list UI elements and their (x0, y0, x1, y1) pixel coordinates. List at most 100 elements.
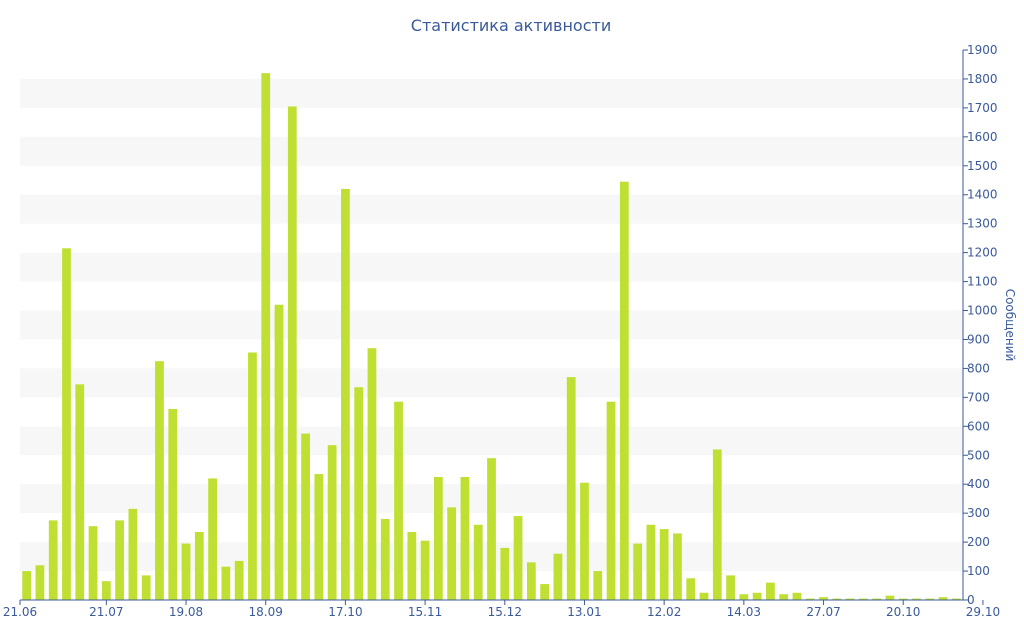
bar (580, 482, 589, 600)
y-tick-label: 1300 (967, 217, 998, 231)
y-tick-label: 700 (967, 390, 990, 404)
bar (35, 565, 45, 600)
bar (792, 592, 802, 600)
x-tick-label: 21.07 (89, 605, 123, 619)
bar (646, 524, 656, 600)
y-tick-label: 1400 (967, 188, 998, 202)
bar (48, 520, 58, 600)
bar (619, 181, 629, 600)
bar (659, 529, 669, 600)
bar (274, 304, 284, 600)
bar (606, 401, 616, 600)
bar (62, 248, 71, 601)
bar (301, 433, 310, 600)
bar (885, 595, 895, 600)
bar (447, 507, 457, 600)
bar (712, 449, 722, 600)
bar (898, 598, 908, 600)
bar (194, 531, 204, 600)
bar (287, 106, 297, 600)
y-axis-label: Сообщений (1003, 289, 1017, 362)
grid-band (20, 368, 963, 398)
bar (912, 598, 921, 600)
bar (394, 401, 403, 600)
grid-band (20, 78, 963, 108)
bar (234, 560, 244, 600)
bar (75, 384, 85, 600)
grid-band (20, 252, 963, 282)
bar (526, 562, 536, 600)
bar (314, 474, 324, 600)
bar (859, 598, 868, 600)
y-tick-label: 1000 (967, 304, 998, 318)
bar (115, 520, 124, 600)
bar (248, 352, 257, 600)
bar (487, 458, 496, 600)
bar-series (22, 73, 961, 601)
x-tick-label: 12.02 (647, 605, 681, 619)
bar (221, 566, 231, 600)
bar (261, 73, 271, 600)
y-tick-label: 1800 (967, 72, 998, 86)
y-tick-label: 1900 (967, 43, 998, 57)
bar (726, 575, 735, 600)
y-tick-label: 100 (967, 564, 990, 578)
bar (819, 597, 828, 600)
grid-band (20, 136, 963, 166)
y-tick-label: 1200 (967, 246, 998, 260)
bar (593, 571, 603, 600)
y-tick-label: 1700 (967, 101, 998, 115)
bar (566, 377, 576, 600)
y-tick-label: 1600 (967, 130, 998, 144)
background-bands (20, 78, 963, 572)
x-tick-label: 27.07 (806, 605, 840, 619)
bar (739, 594, 749, 600)
y-tick-label: 1100 (967, 275, 998, 289)
bar (341, 188, 350, 600)
y-tick-label: 500 (967, 448, 990, 462)
bar (128, 508, 138, 600)
grid-band (20, 310, 963, 340)
x-tick-label: 18.09 (249, 605, 283, 619)
y-tick-label: 400 (967, 477, 990, 491)
bar (181, 543, 191, 600)
bar (22, 571, 32, 600)
axes (20, 50, 964, 601)
bar (380, 518, 390, 600)
bar (938, 597, 948, 600)
bar (925, 598, 935, 600)
y-tick-label: 1500 (967, 159, 998, 173)
grid-band (20, 426, 963, 456)
bar (553, 553, 563, 600)
bar (673, 533, 682, 600)
bar (686, 578, 696, 600)
chart-title: Статистика активности (411, 16, 611, 35)
x-tick-label: 21.06 (3, 605, 37, 619)
bar (101, 581, 111, 600)
bar (779, 594, 789, 600)
x-axis-ticks: 21.06 21.07 19.08 18.09 17.10 15.11 15.12 13.01… (3, 600, 1000, 619)
y-tick-label: 200 (967, 535, 990, 549)
bar (633, 543, 642, 600)
x-tick-label: 15.11 (408, 605, 442, 619)
bar (513, 516, 523, 600)
x-tick-label: 20.10 (886, 605, 920, 619)
bar (473, 524, 483, 600)
bar (805, 598, 815, 600)
bar (420, 540, 430, 600)
x-tick-label: 13.01 (567, 605, 601, 619)
bar (155, 361, 164, 600)
y-axis-ticks: 0 100 200 300 400 500 600 700 800 900 1000 1100 1200… (963, 43, 998, 607)
x-tick-label: 29.10 (966, 605, 1000, 619)
bar (407, 531, 417, 600)
grid-band (20, 194, 963, 224)
bar (500, 547, 510, 600)
bar (367, 348, 377, 600)
bar (460, 476, 470, 600)
bar (845, 598, 855, 600)
y-tick-label: 0 (967, 593, 975, 607)
bar (699, 592, 709, 600)
bar (951, 598, 961, 600)
